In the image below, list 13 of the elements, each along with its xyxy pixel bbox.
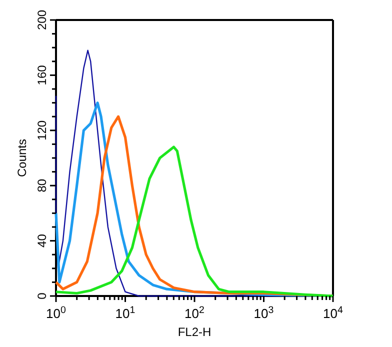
x-axis-title: FL2-H [178, 325, 212, 339]
x-tick-label: 10$^{1}$ [115, 304, 136, 321]
x-tick-label: 10$^{4}$ [323, 304, 344, 321]
y-tick-label: 160 [35, 64, 49, 86]
x-tick-label: 10$^{2}$ [184, 304, 204, 321]
y-tick-label: 200 [35, 10, 49, 30]
y-tick-label: 80 [35, 178, 49, 192]
y-tick-label: 0 [35, 292, 49, 300]
x-tick-label: 10$^{3}$ [254, 304, 274, 321]
y-tick-label: 40 [35, 234, 49, 248]
x-tick-label: 10$^{0}$ [46, 304, 67, 321]
y-tick-label: 120 [35, 120, 49, 140]
y-axis-title: Counts [15, 138, 29, 178]
